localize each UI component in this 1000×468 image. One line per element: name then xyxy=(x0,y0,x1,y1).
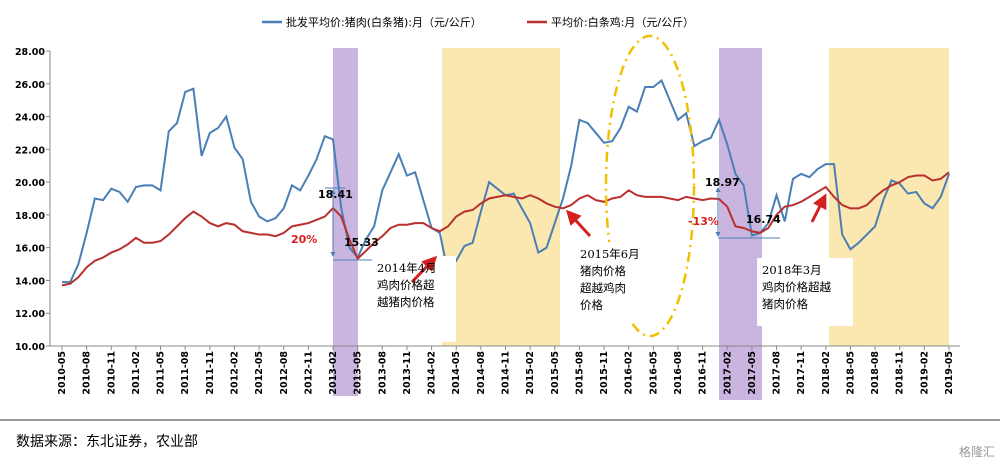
annotation: -13% xyxy=(688,215,719,228)
x-tick-label: 2012-11 xyxy=(303,351,314,395)
note-text: 2018年3月 xyxy=(762,263,822,277)
y-tick-label: 16.00 xyxy=(15,244,45,255)
x-tick-label: 2017-11 xyxy=(796,351,807,395)
note-text: 鸡肉价格超 xyxy=(377,278,435,292)
x-tick-label: 2017-08 xyxy=(772,351,783,395)
y-tick-label: 12.00 xyxy=(15,309,45,320)
annotation: 20% xyxy=(291,233,317,246)
decorations xyxy=(0,34,1000,421)
note-text: 猪肉价格 xyxy=(580,264,626,278)
x-tick-label: 2011-08 xyxy=(180,351,191,395)
x-tick-label: 2012-05 xyxy=(254,351,265,395)
annotation: 16.74 xyxy=(746,213,781,226)
x-tick-label: 2015-11 xyxy=(599,351,610,395)
y-tick-label: 18.00 xyxy=(15,211,45,222)
x-tick-label: 2019-05 xyxy=(944,351,955,395)
x-tick-label: 2014-11 xyxy=(501,351,512,395)
legend-label: 平均价:白条鸡:月（元/公斤） xyxy=(551,15,694,29)
legend-label: 批发平均价:猪肉(白条猪):月（元/公斤） xyxy=(286,15,482,29)
watermark: 格隆汇 xyxy=(959,444,995,459)
note-text: 超越鸡肉 xyxy=(580,281,626,295)
x-tick-label: 2013-11 xyxy=(402,351,413,395)
x-tick-label: 2012-08 xyxy=(279,351,290,395)
x-tick-label: 2017-05 xyxy=(747,351,758,395)
x-tick-label: 2010-08 xyxy=(82,351,93,395)
y-tick-label: 26.00 xyxy=(15,80,45,91)
y-tick-label: 20.00 xyxy=(15,178,45,189)
x-tick-label: 2018-02 xyxy=(821,351,832,395)
y-tick-label: 24.00 xyxy=(15,113,45,124)
x-tick-label: 2011-02 xyxy=(131,351,142,395)
x-tick-label: 2019-02 xyxy=(919,351,930,395)
x-tick-label: 2017-02 xyxy=(722,351,733,395)
y-tick-label: 28.00 xyxy=(15,47,45,58)
note-text: 2014年4月 xyxy=(377,261,437,275)
note-text: 猪肉价格 xyxy=(762,297,808,311)
series-line xyxy=(61,171,950,287)
x-tick-label: 2016-08 xyxy=(673,351,684,395)
note-text: 价格 xyxy=(580,298,603,312)
x-tick-label: 2015-05 xyxy=(550,351,561,395)
x-tick-label: 2016-05 xyxy=(648,351,659,395)
x-tick-label: 2011-05 xyxy=(156,351,167,395)
x-tick-label: 2012-02 xyxy=(229,351,240,395)
x-tick-label: 2018-08 xyxy=(870,351,881,395)
note-text: 2015年6月 xyxy=(580,247,640,261)
x-tick-label: 2013-05 xyxy=(353,351,364,395)
x-tick-label: 2011-11 xyxy=(205,351,216,395)
annotation: 15.33 xyxy=(344,236,379,249)
annotation: 18.97 xyxy=(705,176,740,189)
x-tick-label: 2015-08 xyxy=(574,351,585,395)
source: 数据来源：东北证券，农业部 xyxy=(16,434,198,450)
x-tick-label: 2015-02 xyxy=(525,351,536,395)
x-tick-label: 2018-11 xyxy=(895,351,906,395)
x-tick-label: 2010-05 xyxy=(57,351,68,395)
x-tick-label: 2014-05 xyxy=(451,351,462,395)
note-text: 越猪肉价格 xyxy=(377,295,435,309)
y-tick-label: 14.00 xyxy=(15,276,45,287)
note-text: 鸡肉价格超越 xyxy=(762,280,831,294)
x-tick-label: 2018-05 xyxy=(845,351,856,395)
x-tick-label: 2013-08 xyxy=(377,351,388,395)
x-tick-label: 2014-08 xyxy=(476,351,487,395)
y-tick-label: 22.00 xyxy=(15,145,45,156)
x-tick-label: 2013-02 xyxy=(328,351,339,395)
x-tick-label: 2014-02 xyxy=(427,351,438,395)
x-tick-label: 2016-02 xyxy=(624,351,635,395)
x-tick-label: 2010-11 xyxy=(106,351,117,395)
y-tick-label: 10.00 xyxy=(15,342,45,353)
annotation: 18.41 xyxy=(318,188,353,201)
x-tick-label: 2016-11 xyxy=(698,351,709,395)
